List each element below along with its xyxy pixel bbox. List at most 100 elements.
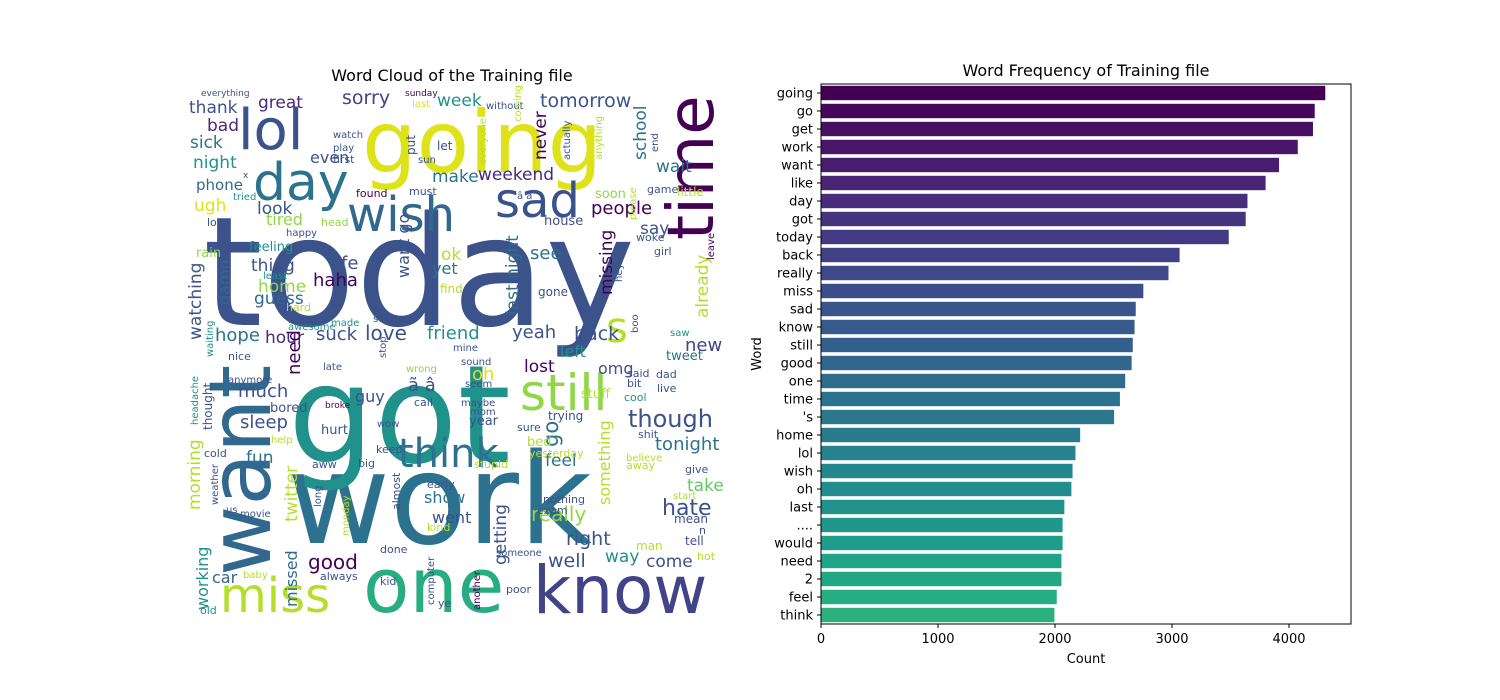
cloud-word-45: yet [432, 259, 458, 278]
cloud-word-102: everyone [478, 118, 489, 165]
cloud-word-5: one [363, 541, 504, 630]
cloud-word-61: left [560, 342, 586, 361]
cloud-word-171: movie [240, 509, 271, 520]
plot-frame [820, 83, 1352, 625]
cloud-word-0: today [203, 184, 635, 361]
cloud-word-140: seem [465, 379, 492, 390]
bar-2 [821, 121, 1313, 137]
cloud-word-42: home [258, 277, 306, 297]
cloud-word-28: weekend [478, 165, 554, 185]
cloud-word-8: lol [238, 98, 303, 163]
cloud-word-73: something [595, 420, 614, 505]
cloud-word-109: must [409, 185, 437, 198]
cloud-word-108: little [677, 185, 704, 199]
cloud-word-37: last night [503, 235, 523, 315]
cloud-word-39: haha [313, 270, 358, 291]
cloud-word-62: omg [598, 359, 634, 378]
cloud-word-144: said [627, 367, 650, 380]
cloud-word-138: wrong [406, 364, 437, 375]
cloud-word-53: new [685, 335, 722, 356]
cloud-word-139: call [414, 396, 433, 409]
y-tick-label: home [776, 429, 813, 444]
cloud-word-116: girl [654, 245, 672, 258]
cloud-word-48: suck [316, 324, 358, 345]
cloud-word-17: sorry [342, 87, 390, 109]
x-tick-label: 1000 [921, 632, 954, 647]
y-tick-label: good [781, 357, 813, 372]
y-tick-label: like [791, 177, 813, 192]
y-tick-label: last [790, 501, 813, 516]
x-tick-label: 4000 [1272, 632, 1305, 647]
cloud-word-89: bored [270, 401, 308, 416]
cloud-word-44: ok [441, 245, 461, 265]
cloud-word-46: already [693, 255, 713, 318]
cloud-word-23: phone [196, 176, 243, 194]
cloud-word-107: game [647, 183, 678, 196]
bar-25 [821, 535, 1063, 551]
cloud-word-15: s [606, 303, 628, 352]
cloud-word-47: hope [215, 325, 260, 346]
cloud-word-51: yeah [512, 322, 556, 343]
wordcloud-title: Word Cloud of the Training file [331, 66, 572, 85]
cloud-word-18: great [258, 93, 303, 113]
cloud-word-194: old [200, 604, 217, 617]
y-tick-label: would [774, 537, 813, 552]
cloud-word-30: even [310, 148, 349, 167]
bar-24 [821, 517, 1063, 533]
y-tick-label: work [782, 141, 814, 156]
y-tick-label: sad [790, 303, 813, 318]
cloud-word-54: hour [265, 328, 304, 348]
cloud-word-176: exam [537, 504, 568, 517]
cloud-word-187: always [320, 570, 358, 583]
bar-15 [821, 355, 1132, 371]
bar-7 [821, 211, 1246, 227]
cloud-word-21: sick [190, 133, 223, 153]
cloud-word-91: rain [196, 246, 221, 261]
cloud-word-152: year [469, 414, 499, 429]
y-tick-label: day [789, 195, 813, 210]
bar-21 [821, 463, 1073, 479]
cloud-word-177: early [427, 478, 455, 491]
cloud-word-78: getting [491, 504, 511, 565]
bar-11 [821, 283, 1144, 299]
cloud-word-4: want [191, 365, 291, 576]
cloud-word-97: last [412, 99, 430, 110]
y-tick-label: miss [783, 285, 813, 300]
cloud-word-26: tired [266, 210, 303, 229]
cloud-word-63: tweet [666, 349, 703, 364]
bar-23 [821, 499, 1065, 515]
bar-22 [821, 481, 1072, 497]
cloud-word-175: nothing [543, 493, 585, 506]
cloud-word-161: give [685, 463, 709, 476]
cloud-word-183: man [636, 539, 663, 553]
cloud-word-64: though [628, 405, 713, 433]
cloud-word-83: good [308, 550, 358, 574]
cloud-word-160: away [626, 459, 655, 472]
cloud-word-85: missed [282, 550, 301, 607]
cloud-word-75: take [687, 476, 724, 496]
cloud-word-66: sleep [240, 412, 288, 433]
y-tick-label: need [781, 555, 814, 570]
cloud-word-122: better [288, 315, 319, 326]
cloud-word-33: never [531, 111, 551, 160]
cloud-word-172: long [313, 485, 324, 507]
cloud-word-182: tell [685, 534, 704, 548]
cloud-word-119: happy [286, 228, 317, 239]
cloud-word-186: done [380, 543, 408, 556]
cloud-word-27: week [437, 91, 482, 111]
cloud-word-196: â â [517, 190, 532, 202]
cloud-word-71: feel [545, 451, 577, 471]
cloud-word-178: kind [427, 521, 450, 534]
cloud-word-149: cool [624, 391, 647, 404]
cloud-word-93: watch [333, 130, 363, 141]
cloud-word-9: day [253, 153, 349, 213]
cloud-word-168: thought [201, 383, 215, 430]
y-tick-label: today [776, 231, 813, 246]
cloud-word-136: late [323, 362, 342, 373]
y-tick-label: wish [784, 465, 813, 480]
y-tick-label: still [790, 339, 813, 354]
cloud-word-111: head [321, 216, 348, 229]
cloud-word-181: n [699, 524, 706, 537]
cloud-word-124: waiting [205, 321, 216, 357]
